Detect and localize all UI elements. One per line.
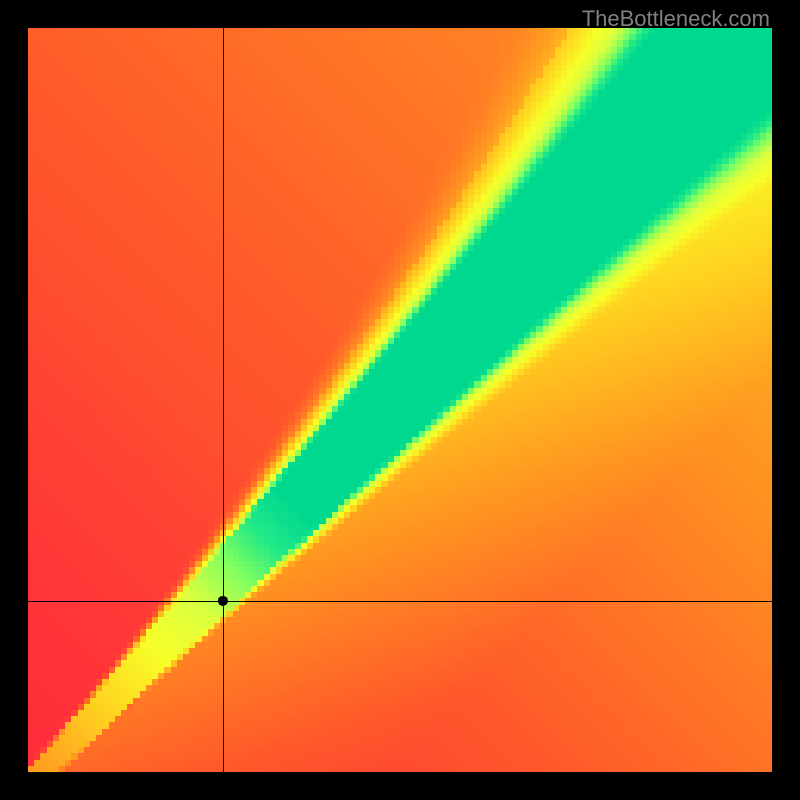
watermark-label: TheBottleneck.com: [582, 6, 770, 32]
bottleneck-heatmap-canvas: [0, 0, 800, 800]
chart-container: TheBottleneck.com: [0, 0, 800, 800]
